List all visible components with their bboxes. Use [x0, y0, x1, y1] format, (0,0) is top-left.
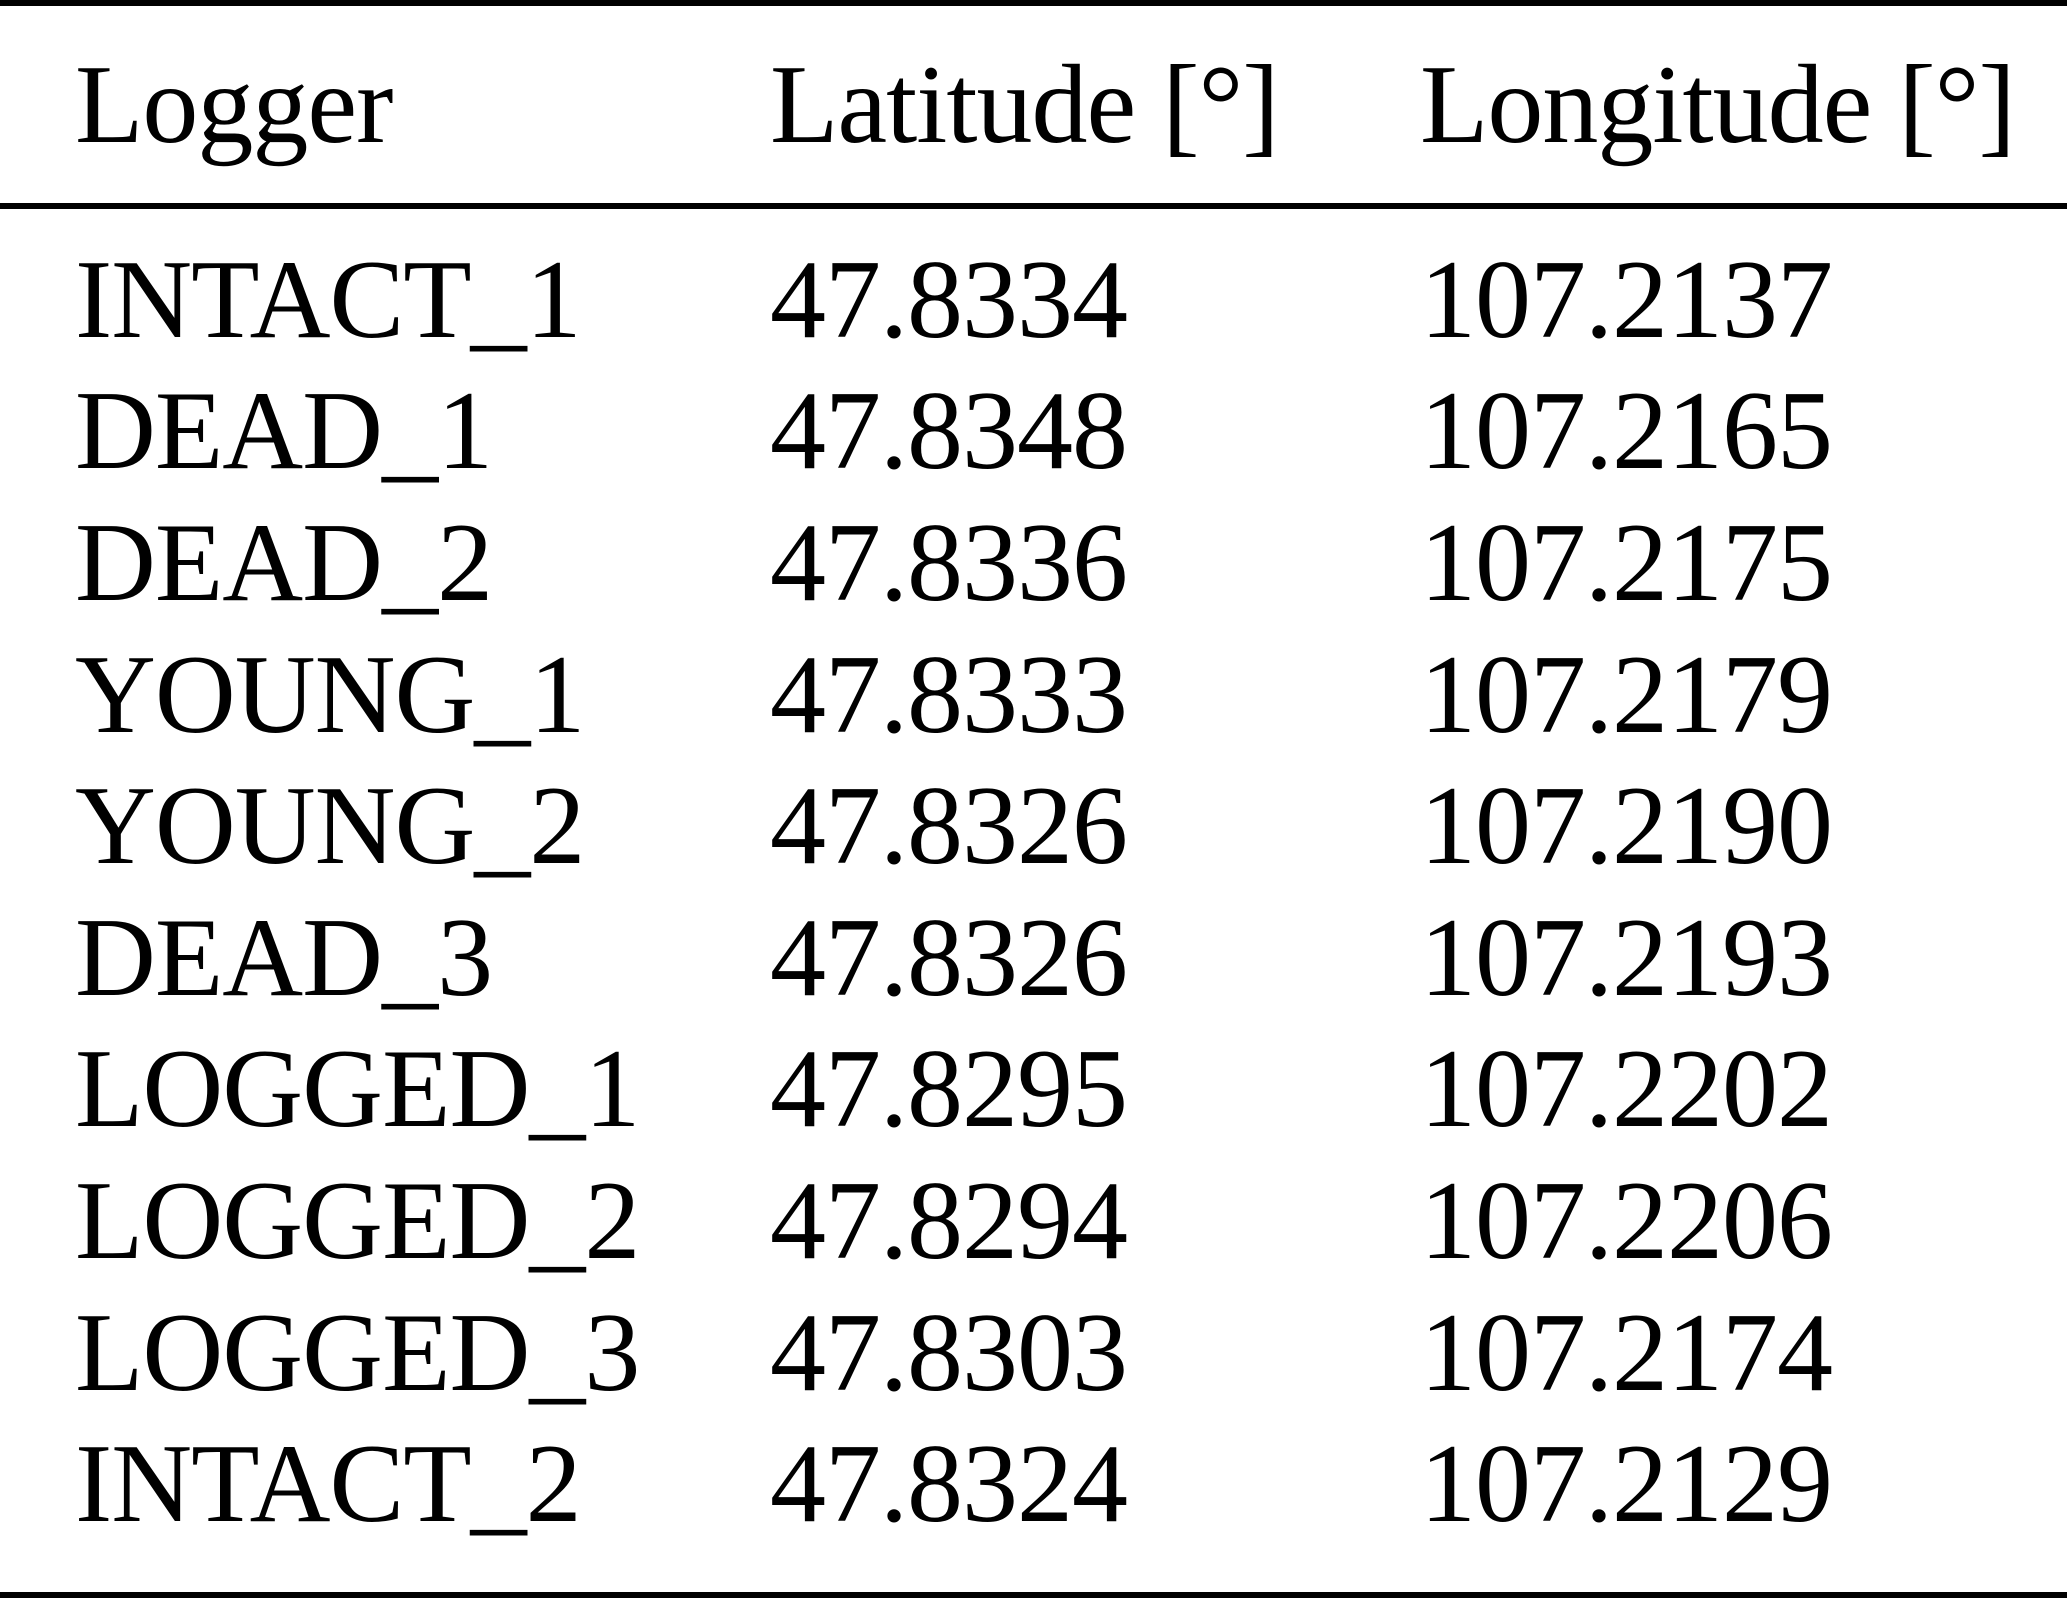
table-row: INTACT_2 47.8324 107.2129	[0, 1418, 2067, 1550]
longitude-cell: 107.2190	[1420, 764, 1833, 889]
longitude-cell: 107.2193	[1420, 895, 1833, 1020]
table-row: DEAD_3 47.8326 107.2193	[0, 892, 2067, 1024]
latitude-cell: 47.8348	[770, 369, 1128, 494]
logger-cell: LOGGED_3	[75, 1290, 640, 1415]
latitude-cell: 47.8303	[770, 1290, 1128, 1415]
longitude-cell: 107.2179	[1420, 632, 1833, 757]
column-header-longitude: Longitude [°]	[1420, 42, 2016, 167]
longitude-cell: 107.2202	[1420, 1027, 1833, 1152]
table-row: INTACT_1 47.8334 107.2137	[0, 234, 2067, 366]
table-bottom-rule	[0, 1592, 2067, 1598]
latitude-cell: 47.8294	[770, 1158, 1128, 1283]
longitude-cell: 107.2174	[1420, 1290, 1833, 1415]
longitude-cell: 107.2206	[1420, 1158, 1833, 1283]
table-row: LOGGED_3 47.8303 107.2174	[0, 1287, 2067, 1419]
table-header-separator-rule	[0, 203, 2067, 209]
logger-cell: INTACT_2	[75, 1422, 582, 1547]
column-header-latitude: Latitude [°]	[770, 42, 1280, 167]
column-header-logger: Logger	[75, 42, 393, 167]
logger-cell: INTACT_1	[75, 237, 582, 362]
longitude-cell: 107.2129	[1420, 1422, 1833, 1547]
longitude-cell: 107.2175	[1420, 500, 1833, 625]
table-top-rule	[0, 0, 2067, 6]
latitude-cell: 47.8336	[770, 500, 1128, 625]
latitude-cell: 47.8334	[770, 237, 1128, 362]
table-row: DEAD_1 47.8348 107.2165	[0, 366, 2067, 498]
latitude-cell: 47.8295	[770, 1027, 1128, 1152]
table-row: YOUNG_2 47.8326 107.2190	[0, 760, 2067, 892]
latitude-cell: 47.8326	[770, 764, 1128, 889]
logger-cell: YOUNG_2	[75, 764, 585, 889]
table-row: LOGGED_1 47.8295 107.2202	[0, 1024, 2067, 1156]
logger-cell: DEAD_1	[75, 369, 493, 494]
logger-cell: DEAD_3	[75, 895, 493, 1020]
latitude-cell: 47.8324	[770, 1422, 1128, 1547]
table-header-row: Logger Latitude [°] Longitude [°]	[0, 6, 2067, 203]
logger-cell: YOUNG_1	[75, 632, 585, 757]
table-body: INTACT_1 47.8334 107.2137 DEAD_1 47.8348…	[0, 209, 2067, 1550]
logger-cell: LOGGED_1	[75, 1027, 640, 1152]
latitude-cell: 47.8326	[770, 895, 1128, 1020]
table-row: YOUNG_1 47.8333 107.2179	[0, 629, 2067, 761]
logger-cell: DEAD_2	[75, 500, 493, 625]
table-row: LOGGED_2 47.8294 107.2206	[0, 1155, 2067, 1287]
longitude-cell: 107.2165	[1420, 369, 1833, 494]
logger-cell: LOGGED_2	[75, 1158, 640, 1283]
latitude-cell: 47.8333	[770, 632, 1128, 757]
table-row: DEAD_2 47.8336 107.2175	[0, 497, 2067, 629]
longitude-cell: 107.2137	[1420, 237, 1833, 362]
